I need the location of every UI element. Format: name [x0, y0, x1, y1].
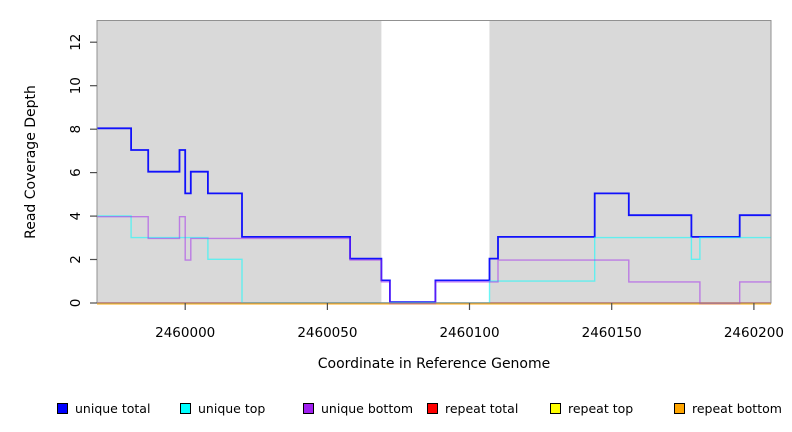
y-tick-label: 2 — [68, 255, 84, 264]
legend-label: repeat bottom — [692, 400, 782, 416]
legend-item-repeat-bottom: repeat bottom — [674, 400, 782, 416]
y-axis-label: Read Coverage Depth — [23, 85, 39, 239]
series-line-unique-top — [97, 215, 771, 304]
legend-swatch — [57, 402, 68, 414]
legend-label: unique top — [198, 400, 266, 416]
legend-item-unique-total: unique total — [57, 400, 151, 416]
legend-label: repeat top — [568, 400, 634, 416]
series-line-unique-bottom — [97, 216, 771, 305]
plot-border — [96, 20, 772, 304]
legend: unique total unique top unique bottom repea… — [0, 401, 792, 421]
x-tick-label: 2460150 — [582, 325, 642, 341]
x-tick-label: 2460200 — [724, 325, 784, 341]
legend-swatch — [427, 402, 438, 414]
x-tick-label: 2460000 — [155, 325, 215, 341]
legend-swatch — [550, 402, 561, 414]
legend-item-repeat-total: repeat total — [427, 400, 519, 416]
x-axis-label: Coordinate in Reference Genome — [317, 356, 551, 372]
y-tick-label: 8 — [68, 125, 84, 134]
legend-swatch — [303, 402, 314, 414]
legend-item-repeat-top: repeat top — [550, 400, 634, 416]
x-tick-label: 2460050 — [297, 325, 357, 341]
chart-canvas: 2460000 2460050 2460100 2460150 2460200 0 2 4 6 8… — [68, 20, 784, 341]
legend-label: unique bottom — [321, 400, 414, 416]
legend-swatch — [180, 402, 191, 414]
x-tick-label: 2460100 — [439, 325, 499, 341]
y-tick-label: 6 — [68, 168, 84, 177]
y-tick-label: 4 — [68, 212, 84, 221]
legend-label: repeat total — [445, 400, 519, 416]
legend-item-unique-bottom: unique bottom — [303, 400, 414, 416]
y-tick-label: 0 — [68, 299, 84, 308]
y-tick-label: 10 — [68, 77, 84, 94]
legend-item-unique-top: unique top — [180, 400, 266, 416]
legend-label: unique total — [75, 400, 151, 416]
y-tick-label: 12 — [68, 34, 84, 51]
masked-region — [381, 20, 490, 303]
legend-swatch — [674, 402, 685, 414]
